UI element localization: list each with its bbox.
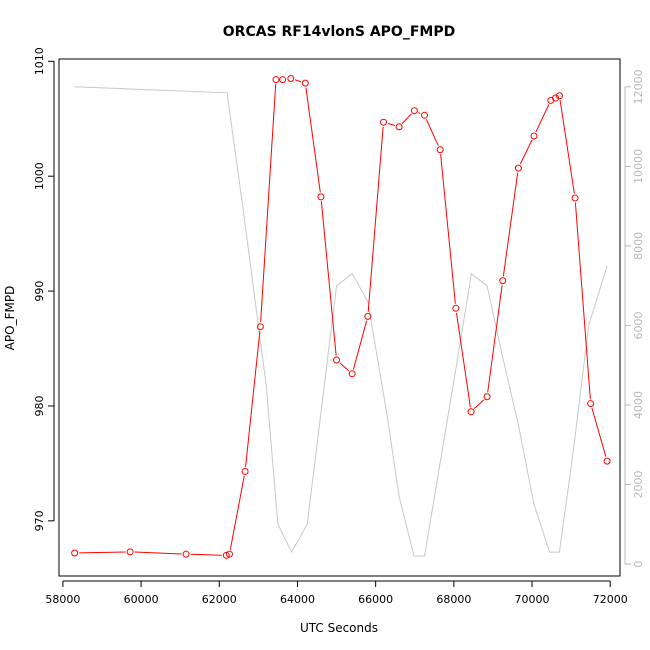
- series-left-segment: [260, 84, 277, 323]
- series-left-segment: [352, 320, 368, 370]
- series-left-point: [348, 370, 356, 378]
- series-left-segment: [190, 553, 222, 556]
- series-left-point: [421, 111, 429, 119]
- series-left-segment: [574, 202, 591, 400]
- series-left-segment: [425, 119, 439, 146]
- series-left-point: [126, 548, 134, 556]
- series-left-segment: [440, 154, 456, 304]
- y-tick-label: 1000: [33, 162, 46, 190]
- x-tick-label: 66000: [358, 593, 393, 606]
- x-axis: 58000 60000 62000 64000 66000 68000 70000 72000: [45, 580, 628, 606]
- y2-tick-label: 0: [632, 561, 645, 568]
- y2-tick-label: 4000: [632, 391, 645, 419]
- series-left-segment: [591, 407, 607, 457]
- y2-tick-label: 10000: [632, 149, 645, 184]
- y-tick-label: 1010: [33, 47, 46, 75]
- series-left-point: [571, 194, 579, 202]
- series-left-point: [555, 92, 563, 100]
- series-left-point: [287, 75, 295, 83]
- series-left-point: [436, 146, 444, 154]
- series-left-segment: [418, 112, 421, 114]
- series-left-point: [452, 304, 460, 312]
- series-left-point: [587, 400, 595, 408]
- y-axis-right: 0 2000 4000 6000 8000 10000 12000: [624, 69, 645, 568]
- series-left-segment: [367, 126, 384, 312]
- series-left-point: [241, 467, 249, 475]
- series-left-segment: [387, 122, 395, 126]
- x-tick-label: 64000: [280, 593, 315, 606]
- series-left-point: [395, 123, 403, 131]
- series-left-point: [483, 393, 491, 401]
- series-left-point: [333, 356, 341, 364]
- x-axis-label: UTC Seconds: [300, 621, 378, 635]
- y-tick-label: 980: [33, 395, 46, 416]
- series-left-point: [467, 408, 475, 416]
- y-axis-label: APO_FMPD: [3, 286, 17, 351]
- series-left-point: [603, 457, 611, 465]
- series-left-segment: [320, 201, 337, 356]
- series-left-point: [514, 164, 522, 172]
- x-tick-label: 72000: [593, 593, 628, 606]
- y2-tick-label: 8000: [632, 232, 645, 260]
- series-left-point: [551, 94, 559, 102]
- series-left-segment: [487, 285, 503, 393]
- series-right-line: [74, 86, 608, 557]
- x-tick-label: 70000: [515, 593, 550, 606]
- series-left-point: [301, 79, 309, 87]
- series-left-point: [499, 277, 507, 285]
- series-left-segment: [474, 399, 485, 410]
- series-left-segment: [294, 79, 302, 83]
- y2-tick-label: 6000: [632, 311, 645, 339]
- series-left-point: [279, 76, 287, 84]
- series-left-segment: [79, 551, 126, 554]
- series-left-segment: [502, 172, 519, 277]
- x-tick-label: 60000: [124, 593, 159, 606]
- x-tick-label: 68000: [436, 593, 471, 606]
- x-tick-label: 58000: [45, 593, 80, 606]
- series-left-point: [410, 107, 418, 115]
- series-left-segment: [455, 312, 471, 408]
- series-left-point: [364, 312, 372, 320]
- y2-tick-label: 2000: [632, 471, 645, 499]
- series-left-segment: [134, 551, 182, 555]
- series-left-segment: [401, 113, 412, 124]
- series-left-point: [530, 132, 538, 140]
- series-left-segment: [229, 475, 245, 550]
- series-left-segment: [519, 139, 533, 165]
- series-left-segment: [245, 331, 261, 468]
- y-tick-label: 970: [33, 510, 46, 531]
- y-tick-label: 990: [33, 281, 46, 302]
- y2-tick-label: 12000: [632, 69, 645, 104]
- series-left-point: [256, 323, 264, 331]
- x-tick-label: 62000: [202, 593, 237, 606]
- series-left-point: [272, 76, 280, 84]
- series-left-segment: [305, 87, 321, 193]
- series-left-point: [379, 118, 387, 126]
- series-left-point: [182, 550, 190, 558]
- series-left-point: [225, 550, 233, 558]
- chart-title: ORCAS RF14vlonS APO_FMPD: [223, 24, 455, 40]
- series-left-segment: [559, 100, 575, 194]
- series-left-point: [222, 551, 230, 559]
- series-left-segment: [535, 104, 550, 133]
- series-left-point: [317, 193, 325, 201]
- y-axis-left: 970 980 990 1000 1010: [33, 47, 55, 531]
- series-left-point: [71, 549, 79, 557]
- series-layer: [71, 75, 611, 559]
- series-left-segment: [339, 362, 350, 372]
- plot-area-frame: [58, 58, 621, 577]
